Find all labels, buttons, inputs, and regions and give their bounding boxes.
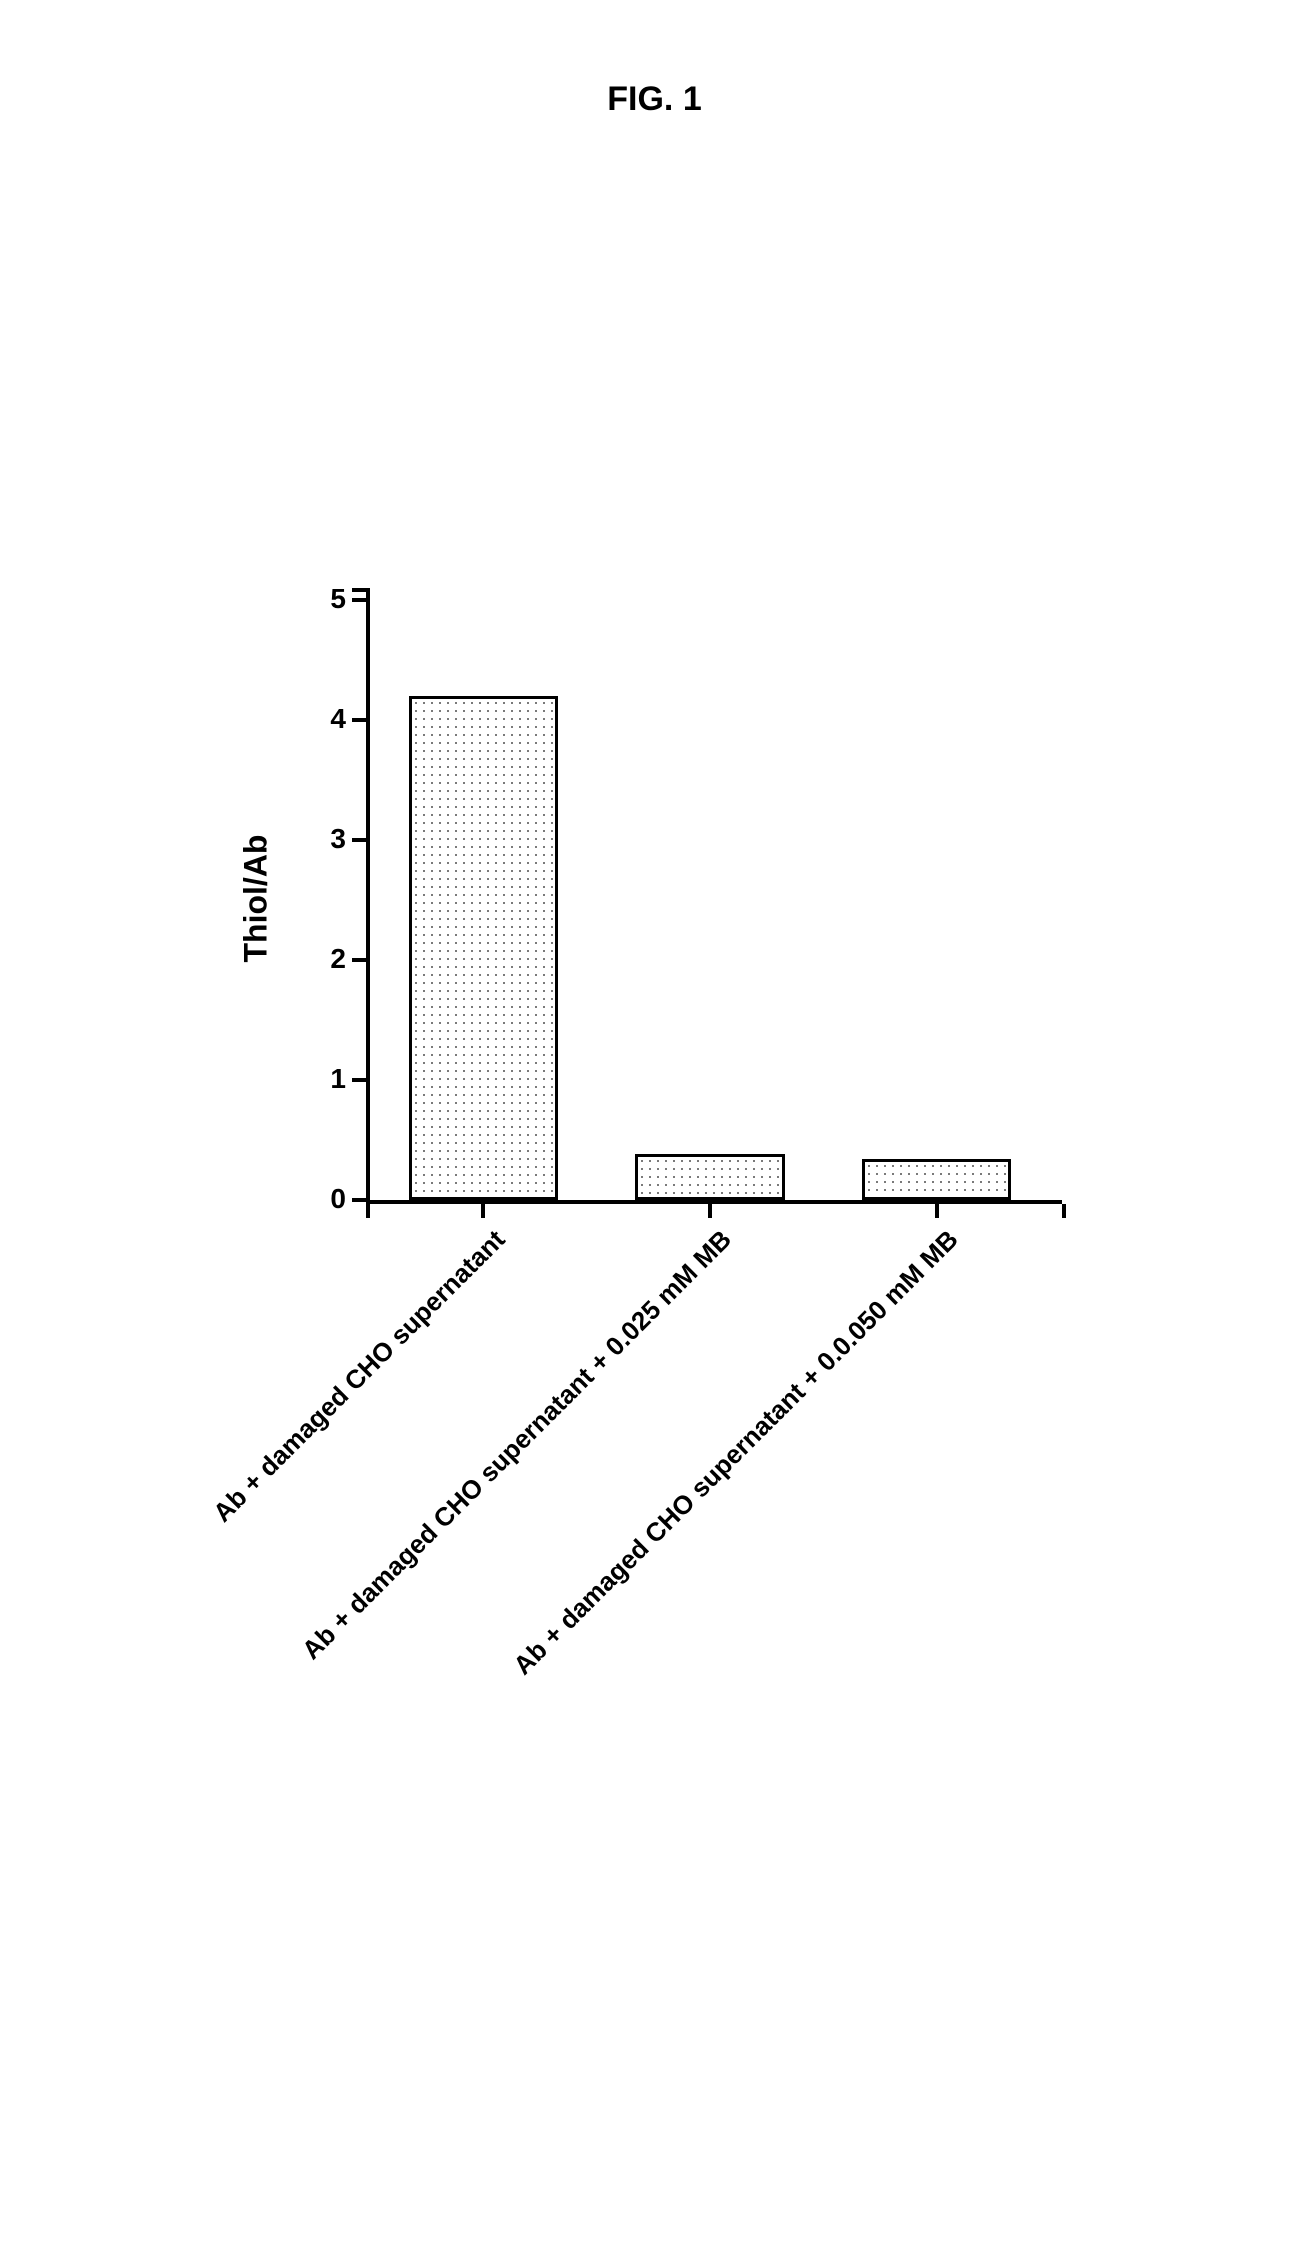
y-tick <box>352 1198 366 1202</box>
y-tick-label: 1 <box>306 1063 346 1095</box>
y-tick-label: 0 <box>306 1183 346 1215</box>
y-tick <box>352 838 366 842</box>
y-tick <box>352 598 366 602</box>
y-axis-label-container: Thiol/Ab <box>236 880 276 920</box>
y-tick-label: 5 <box>306 583 346 615</box>
figure-title: FIG. 1 <box>0 80 1309 119</box>
page: FIG. 1 012345Thiol/AbAb + damaged CHO su… <box>0 0 1309 2255</box>
y-axis-line <box>366 588 370 1204</box>
bar <box>635 1154 785 1200</box>
x-category-label: Ab + damaged CHO supernatant + 0.0.050 m… <box>507 1224 964 1681</box>
x-category-label: Ab + damaged CHO supernatant + 0.025 mM … <box>296 1224 738 1666</box>
y-tick-label: 4 <box>306 703 346 735</box>
bar <box>409 696 559 1200</box>
x-tick-origin <box>366 1204 370 1218</box>
x-axis-cap <box>1062 1204 1066 1218</box>
y-tick-label: 3 <box>306 823 346 855</box>
y-axis-cap <box>352 588 366 592</box>
y-tick <box>352 958 366 962</box>
plot-area: 012345Thiol/AbAb + damaged CHO supernata… <box>370 600 1050 1200</box>
x-tick <box>481 1204 485 1218</box>
x-axis-line <box>366 1200 1062 1204</box>
y-tick-label: 2 <box>306 943 346 975</box>
y-tick <box>352 1078 366 1082</box>
y-axis-label: Thiol/Ab <box>238 599 275 1199</box>
y-tick <box>352 718 366 722</box>
bar <box>862 1159 1012 1200</box>
bar-chart: 012345Thiol/AbAb + damaged CHO supernata… <box>370 600 1050 1200</box>
x-tick <box>935 1204 939 1218</box>
x-tick <box>708 1204 712 1218</box>
